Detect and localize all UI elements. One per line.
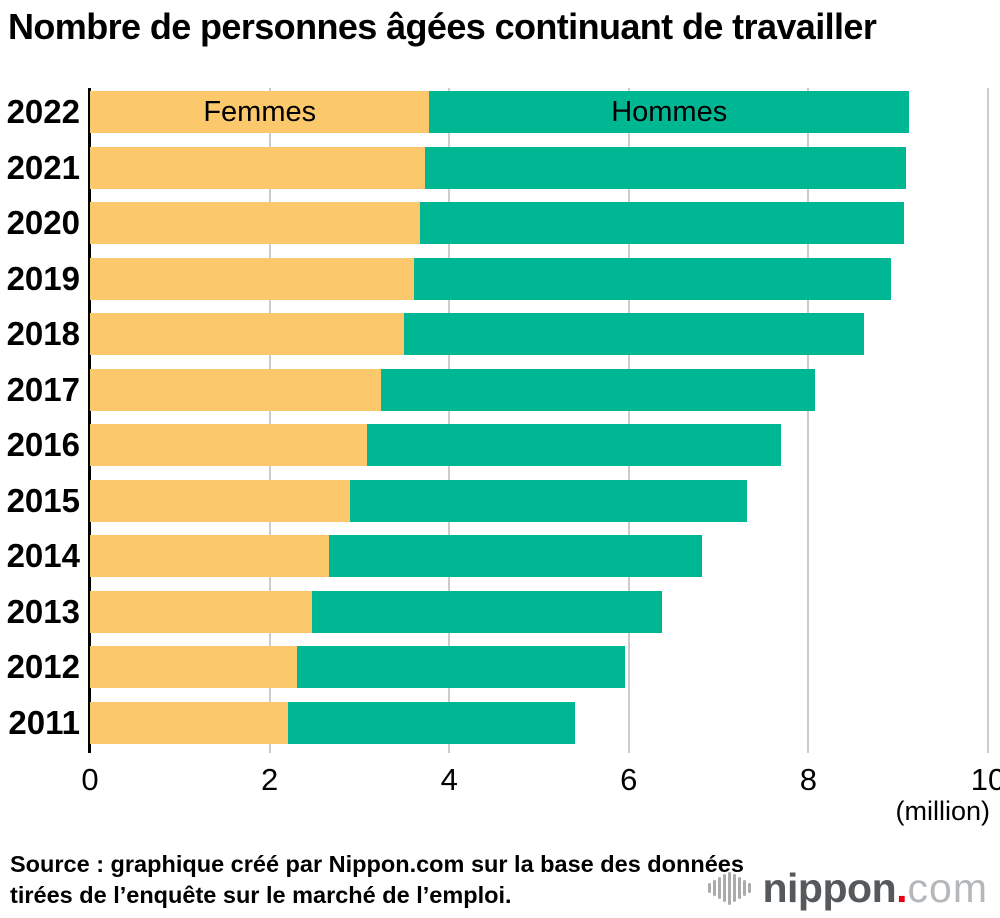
gridline-10	[987, 88, 989, 753]
bar-row-2018: 2018	[7, 313, 988, 355]
bar-row-2017: 2017	[7, 368, 988, 411]
x-tick-label-10: 10	[970, 762, 1000, 797]
source-line-2: tirées de l’enquête sur le marché de l’e…	[10, 882, 512, 908]
bar-row-2022: 2022 Femmes Hommes	[7, 91, 988, 133]
logo-dot: .	[896, 864, 908, 911]
segment-hommes-2020	[420, 202, 904, 244]
x-tick-label-6: 6	[620, 762, 638, 797]
segment-femmes-2012	[90, 646, 297, 688]
gridline-6	[627, 88, 630, 753]
bar-row-2014: 2014	[7, 535, 988, 577]
bar-row-2012: 2012	[7, 646, 988, 688]
y-axis-line	[88, 88, 91, 753]
segment-hommes-2014	[328, 535, 703, 577]
segment-hommes-2016	[366, 424, 782, 466]
gridline-8	[807, 88, 810, 753]
unit-label: (million)	[895, 796, 991, 826]
segment-femmes-2018	[90, 313, 405, 355]
segment-femmes-2020	[90, 202, 421, 244]
segment-hommes-2012	[296, 646, 626, 688]
bar-row-2019: 2019	[7, 257, 988, 300]
nippon-soundwave-icon	[707, 871, 751, 905]
x-tick-label-4: 4	[440, 762, 458, 797]
x-tick-label-2: 2	[260, 762, 279, 797]
year-label-2022: 2022	[6, 93, 80, 130]
segment-hommes-2021	[424, 146, 907, 189]
bar-row-2021: 2021	[7, 146, 988, 189]
logo-wordmark: nippon	[762, 864, 897, 911]
segment-femmes-2022: Femmes	[90, 91, 430, 133]
nippon-logo: nippon . com	[707, 864, 989, 911]
year-label-2012: 2012	[6, 648, 80, 685]
segment-femmes-2015	[90, 479, 351, 522]
segment-hommes-2019	[414, 257, 891, 300]
logo-tld: com	[907, 864, 988, 911]
x-tick-label-8: 8	[799, 762, 818, 797]
bar-row-2016: 2016	[7, 424, 988, 466]
year-label-2014: 2014	[6, 537, 80, 574]
legend-label-femmes: Femmes	[203, 95, 317, 128]
x-tick-label-0: 0	[81, 762, 99, 797]
segment-hommes-2013	[311, 590, 663, 633]
year-label-2015: 2015	[6, 481, 80, 519]
segment-hommes-2011	[287, 701, 575, 744]
bar-row-2020: 2020	[7, 202, 988, 244]
year-label-2019: 2019	[6, 259, 80, 297]
segment-hommes-2018	[404, 313, 865, 355]
year-label-2018: 2018	[6, 315, 80, 352]
source-text: Source : graphique créé par Nippon.com s…	[10, 849, 744, 911]
segment-femmes-2017	[90, 368, 381, 411]
segment-femmes-2016	[90, 424, 367, 466]
segment-femmes-2013	[90, 590, 312, 633]
segment-femmes-2021	[90, 146, 425, 189]
year-label-2020: 2020	[6, 204, 80, 241]
gridline-2	[268, 88, 271, 753]
bar-row-2011: 2011	[8, 701, 988, 744]
bars-container: 2022 Femmes Hommes 2021 2020 2019 2018 2017 2016…	[7, 91, 988, 744]
gridline-4	[448, 88, 451, 753]
bar-row-2015: 2015	[7, 479, 988, 522]
segment-femmes-2014	[90, 535, 329, 577]
bar-row-2013: 2013	[7, 590, 988, 633]
segment-hommes-2022: Hommes	[429, 91, 909, 133]
year-label-2013: 2013	[6, 592, 80, 630]
segment-hommes-2017	[380, 368, 815, 411]
year-label-2016: 2016	[6, 426, 80, 463]
legend-label-hommes: Hommes	[611, 95, 728, 128]
segment-hommes-2015	[350, 479, 748, 522]
year-label-2017: 2017	[6, 370, 80, 408]
year-label-2011: 2011	[8, 703, 80, 741]
plot-area: 2022 Femmes Hommes 2021 2020 2019 2018 2017 2016…	[7, 88, 1000, 826]
year-label-2021: 2021	[6, 148, 80, 186]
page-title: Nombre de personnes âgées continuant de …	[8, 6, 877, 47]
segment-femmes-2019	[90, 257, 415, 300]
source-line-1: Source : graphique créé par Nippon.com s…	[10, 851, 744, 877]
segment-femmes-2011	[90, 701, 288, 744]
